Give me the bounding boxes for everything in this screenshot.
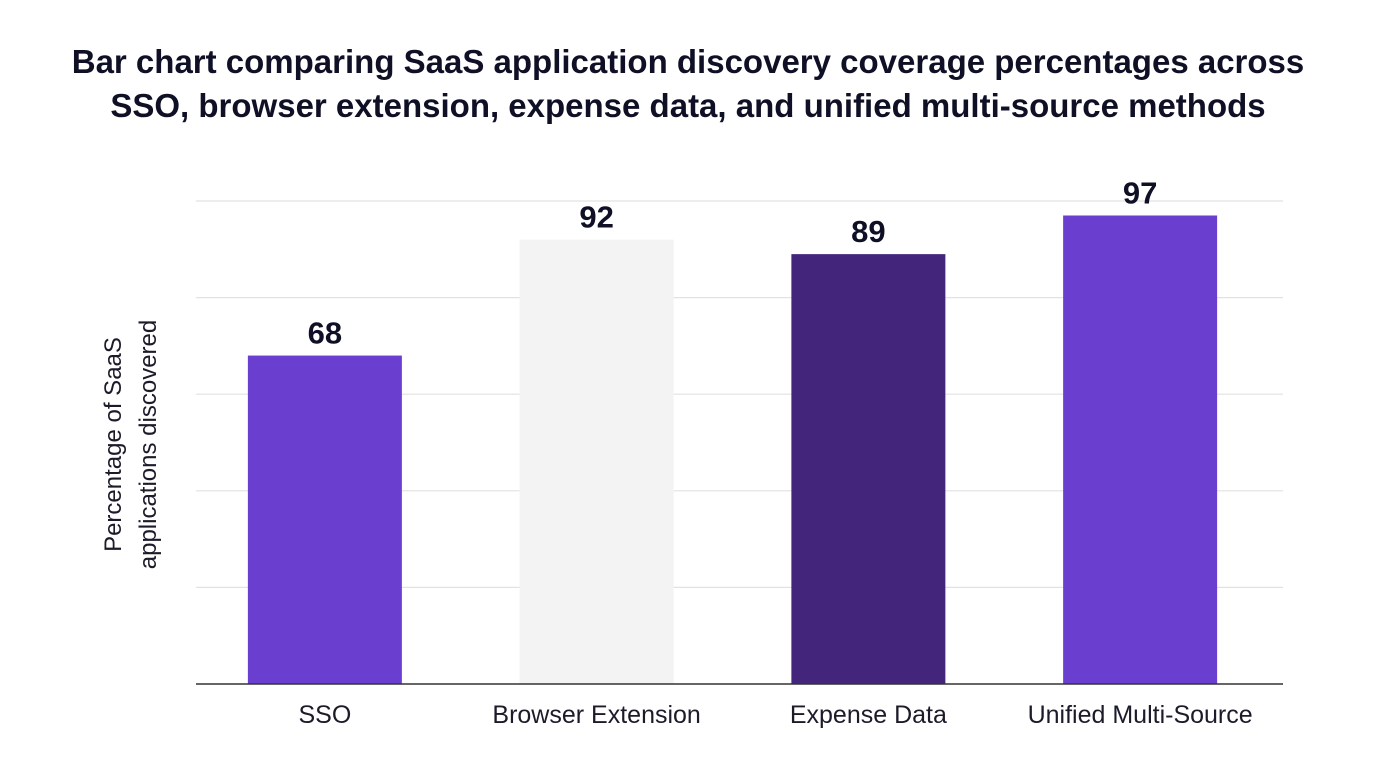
y-axis-label: Percentage of SaaS applications discovere…: [100, 320, 162, 569]
bar-sso: [247, 355, 402, 684]
x-tick-label: Expense Data: [790, 701, 947, 729]
data-label: 97: [1123, 175, 1157, 210]
bar-expense-data: [791, 254, 946, 684]
chart-title-line-2: SSO, browser extension, expense data, an…: [110, 87, 1266, 124]
data-label: 68: [308, 316, 342, 351]
chart-title-line-1: Bar chart comparing SaaS application dis…: [71, 43, 1305, 80]
data-labels: 68 92 89 97: [308, 175, 1158, 350]
x-tick-label: SSO: [298, 701, 351, 729]
bars: [247, 215, 1218, 685]
x-axis-tick-labels: SSO Browser Extension Expense Data Unified …: [298, 701, 1252, 729]
data-label: 89: [851, 214, 885, 249]
y-axis-label-line: Percentage of SaaS: [100, 337, 127, 552]
x-tick-label: Unified Multi-Source: [1028, 701, 1253, 729]
bar-browser-extension: [519, 239, 674, 684]
x-tick-label: Browser Extension: [492, 701, 700, 729]
chart-title: Bar chart comparing SaaS application dis…: [0, 40, 1376, 128]
bar-unified-multi-source: [1063, 215, 1218, 685]
y-axis-label-line: applications discovered: [135, 320, 162, 569]
data-label: 92: [579, 200, 613, 235]
